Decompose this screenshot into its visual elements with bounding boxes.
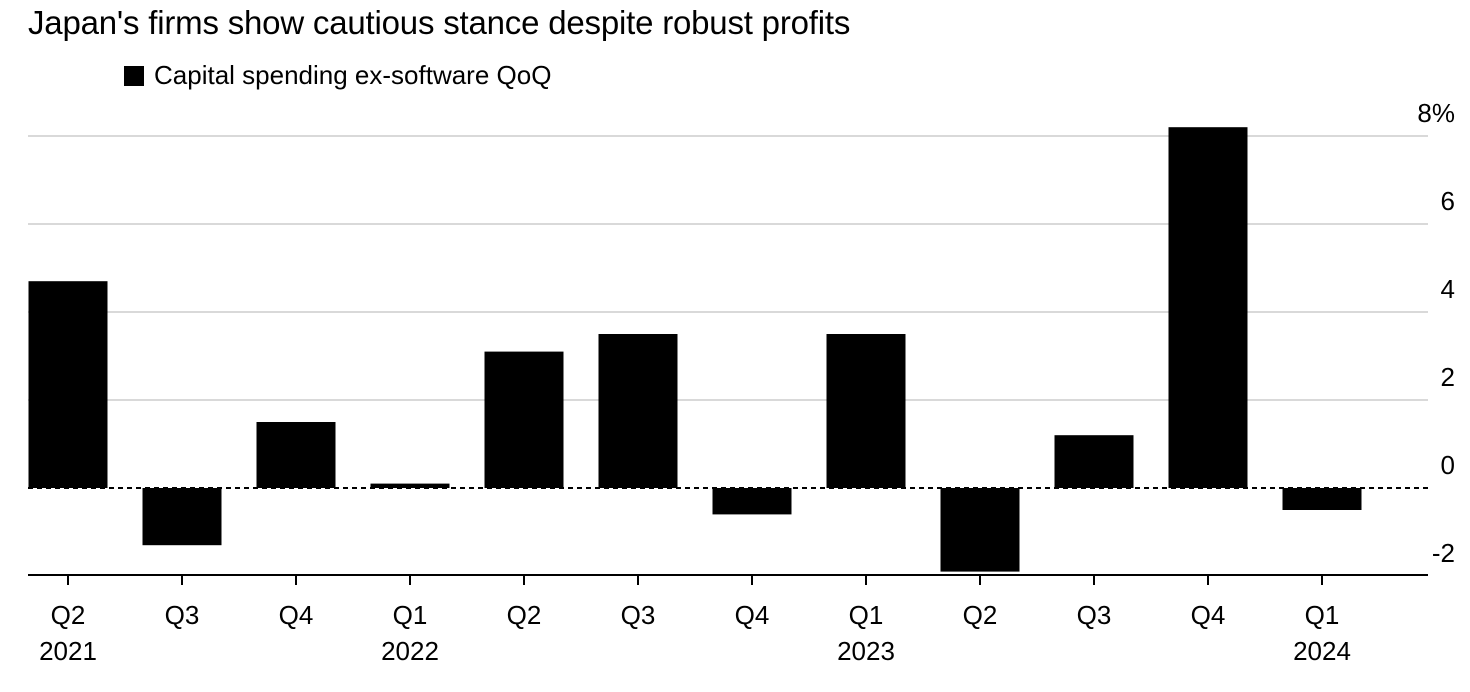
bar-q1-2024: [1282, 488, 1362, 510]
y-tick-label: 0: [1441, 450, 1455, 480]
legend-label: Capital spending ex-software QoQ: [154, 60, 552, 90]
x-tick-label: Q2: [963, 600, 998, 630]
bar-q4-2021: [256, 422, 336, 488]
bar-q2-2021: [28, 281, 108, 488]
x-tick-label: Q3: [1077, 600, 1112, 630]
bar-q2-2022: [484, 351, 564, 488]
x-tick-label: Q2: [51, 600, 86, 630]
legend-swatch: [124, 65, 144, 86]
y-tick-label: 6: [1441, 186, 1455, 216]
chart-title: Japan's firms show cautious stance despi…: [28, 4, 851, 41]
bar-q1-2022: [370, 483, 450, 488]
x-axis: Q2 2021 Q3 Q4 Q1 2022 Q2 Q3 Q4 Q1 2023 Q2 Q3 Q4 Q1 2024: [28, 574, 1428, 666]
bars: [28, 127, 1362, 572]
bar-q3-2023: [1054, 435, 1134, 488]
x-tick-label: Q1: [1305, 600, 1340, 630]
bar-q1-2023: [826, 334, 906, 488]
x-tick-label: Q2: [507, 600, 542, 630]
x-tick-label: Q4: [279, 600, 314, 630]
bar-q3-2022: [598, 334, 678, 488]
y-tick-label: 4: [1441, 274, 1455, 304]
y-tick-label: 2: [1441, 362, 1455, 392]
bar-q4-2023: [1168, 127, 1248, 488]
legend: Capital spending ex-software QoQ: [124, 60, 551, 91]
y-tick-label: 8%: [1417, 98, 1455, 128]
x-tick-label: Q4: [1191, 600, 1226, 630]
x-tick-label: Q3: [165, 600, 200, 630]
bar-q3-2021: [142, 488, 222, 546]
x-tick-label: Q1: [849, 600, 884, 630]
x-tick-label: Q1: [393, 600, 428, 630]
x-tick-label: Q3: [621, 600, 656, 630]
x-year-label: 2023: [837, 636, 895, 666]
y-tick-label: -2: [1432, 538, 1455, 568]
x-year-label: 2024: [1293, 636, 1351, 666]
bar-q2-2023: [940, 488, 1020, 572]
x-tick-label: Q4: [735, 600, 770, 630]
y-axis: 8% 6 4 2 0 -2: [1417, 98, 1455, 568]
bar-q4-2022: [712, 488, 792, 515]
x-year-label: 2021: [39, 636, 97, 666]
x-year-label: 2022: [381, 636, 439, 666]
